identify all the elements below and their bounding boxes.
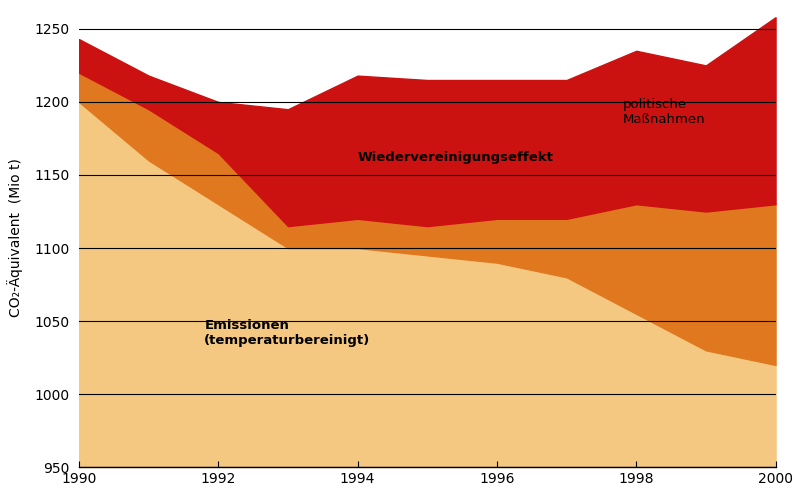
Text: politische
Maßnahmen: politische Maßnahmen (622, 98, 705, 126)
Text: Emissionen
(temperaturbereinigt): Emissionen (temperaturbereinigt) (204, 319, 370, 347)
Text: Wiedervereinigungseffekt: Wiedervereinigungseffekt (358, 151, 554, 164)
Y-axis label: CO₂-Äquivalent  (Mio t): CO₂-Äquivalent (Mio t) (7, 158, 23, 317)
